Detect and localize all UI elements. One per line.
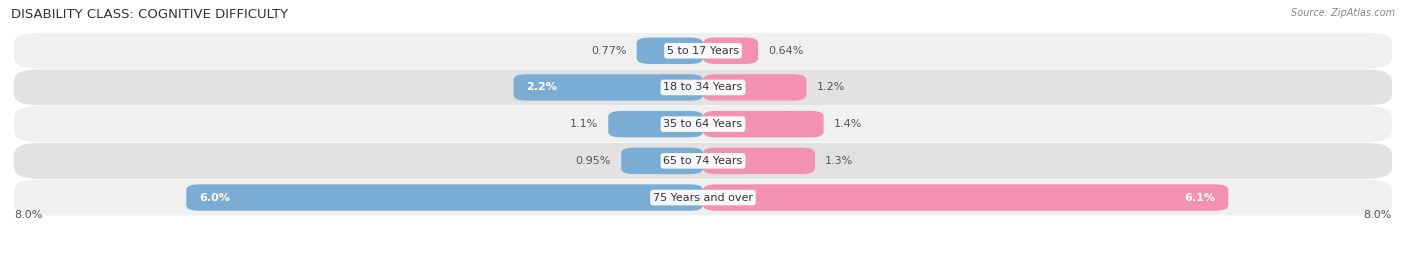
Text: 35 to 64 Years: 35 to 64 Years bbox=[664, 119, 742, 129]
Text: 75 Years and over: 75 Years and over bbox=[652, 193, 754, 202]
Text: 0.64%: 0.64% bbox=[769, 46, 804, 56]
FancyBboxPatch shape bbox=[621, 148, 703, 174]
FancyBboxPatch shape bbox=[14, 180, 1392, 215]
Text: 0.95%: 0.95% bbox=[575, 156, 610, 166]
FancyBboxPatch shape bbox=[703, 74, 807, 101]
Text: 65 to 74 Years: 65 to 74 Years bbox=[664, 156, 742, 166]
Text: 1.1%: 1.1% bbox=[569, 119, 598, 129]
Text: 5 to 17 Years: 5 to 17 Years bbox=[666, 46, 740, 56]
FancyBboxPatch shape bbox=[703, 184, 1229, 211]
Text: 1.4%: 1.4% bbox=[834, 119, 862, 129]
Text: 8.0%: 8.0% bbox=[14, 210, 42, 220]
FancyBboxPatch shape bbox=[703, 148, 815, 174]
FancyBboxPatch shape bbox=[14, 69, 1392, 105]
FancyBboxPatch shape bbox=[609, 111, 703, 137]
Text: DISABILITY CLASS: COGNITIVE DIFFICULTY: DISABILITY CLASS: COGNITIVE DIFFICULTY bbox=[11, 8, 288, 21]
FancyBboxPatch shape bbox=[703, 38, 758, 64]
FancyBboxPatch shape bbox=[703, 111, 824, 137]
Text: 0.77%: 0.77% bbox=[591, 46, 626, 56]
FancyBboxPatch shape bbox=[14, 33, 1392, 69]
Text: 18 to 34 Years: 18 to 34 Years bbox=[664, 82, 742, 92]
Text: Source: ZipAtlas.com: Source: ZipAtlas.com bbox=[1291, 8, 1395, 18]
FancyBboxPatch shape bbox=[14, 143, 1392, 179]
Text: 8.0%: 8.0% bbox=[1364, 210, 1392, 220]
FancyBboxPatch shape bbox=[513, 74, 703, 101]
FancyBboxPatch shape bbox=[186, 184, 703, 211]
Text: 1.3%: 1.3% bbox=[825, 156, 853, 166]
Text: 6.1%: 6.1% bbox=[1184, 193, 1215, 202]
Text: 2.2%: 2.2% bbox=[526, 82, 557, 92]
FancyBboxPatch shape bbox=[637, 38, 703, 64]
Text: 6.0%: 6.0% bbox=[200, 193, 231, 202]
Text: 1.2%: 1.2% bbox=[817, 82, 845, 92]
FancyBboxPatch shape bbox=[14, 106, 1392, 142]
